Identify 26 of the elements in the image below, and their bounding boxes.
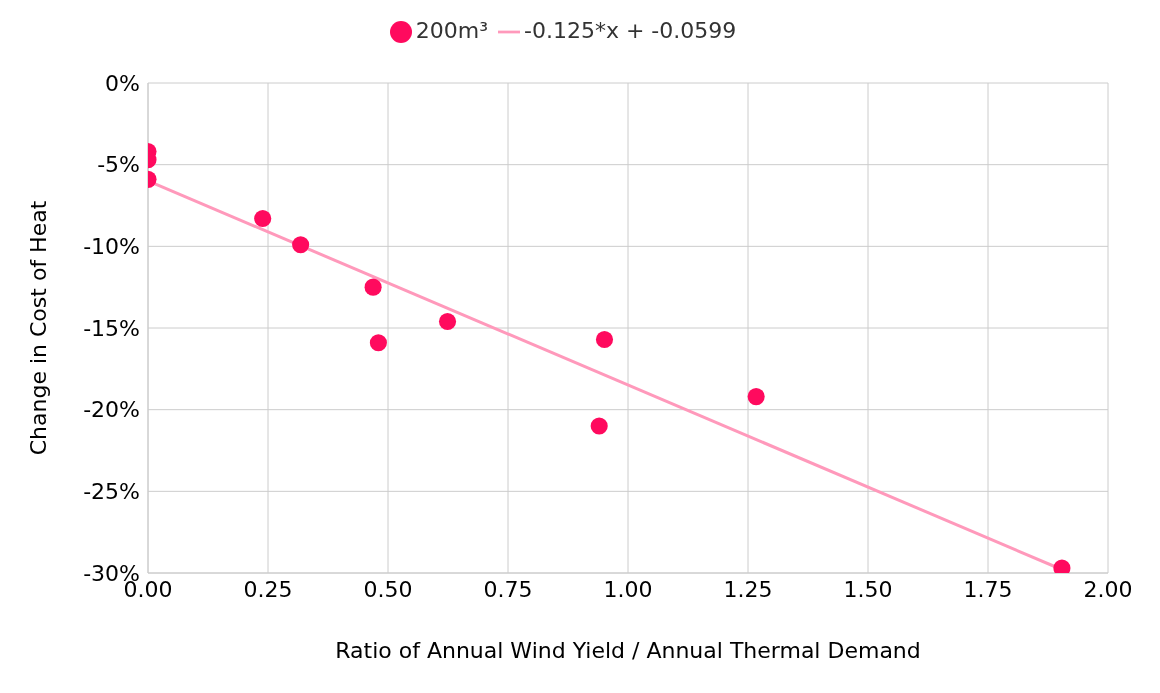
x-tick-label: 2.00 (1083, 576, 1133, 602)
point (438, 312, 457, 331)
x-tick-label: 1.50 (843, 576, 893, 602)
legend-label: 200m³ (415, 18, 488, 43)
x-tick-label: 1.25 (723, 576, 773, 602)
y-tick-label: 0% (105, 70, 140, 96)
y-axis-title: Change in Cost of Heat (25, 200, 51, 456)
point (590, 417, 608, 435)
y-tick-label: -20% (83, 397, 140, 423)
point (595, 330, 614, 348)
x-tick-label: 0.50 (363, 576, 413, 602)
y-tick-label: -10% (83, 234, 140, 260)
point (254, 210, 272, 228)
x-tick-label: 1.75 (963, 576, 1013, 602)
point (364, 278, 382, 296)
x-tick-label: 0.25 (243, 576, 293, 602)
x-axis-title: Ratio of Annual Wind Yield / Annual Thermal Demand (335, 638, 921, 663)
y-tick-label: -15% (83, 315, 140, 341)
y-tick-label: -25% (83, 479, 140, 505)
point (292, 236, 310, 254)
legend-label: -0.125*x + -0.0599 (523, 18, 737, 43)
x-tick-label: 0.75 (483, 576, 533, 602)
y-tick-label: -5% (97, 152, 140, 178)
point (369, 334, 387, 352)
x-tick-label: 1.00 (603, 576, 653, 602)
point (747, 388, 765, 406)
